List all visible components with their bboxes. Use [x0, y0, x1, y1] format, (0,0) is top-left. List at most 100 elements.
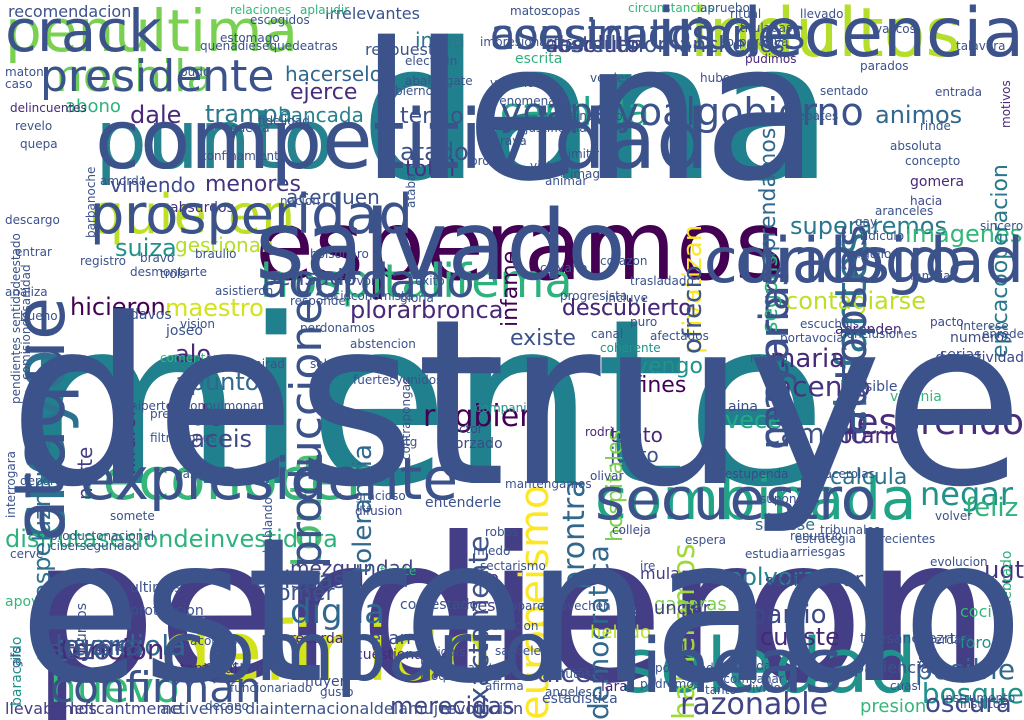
word-fuerte: fuerte — [380, 564, 417, 578]
word-maria: maria — [770, 344, 846, 374]
word-productonacional: productonacional — [50, 529, 155, 543]
word-gloria: gloria — [400, 291, 434, 305]
word-comer: comer — [265, 581, 335, 606]
word-crack: crack — [5, 0, 162, 65]
word-decano: decano — [205, 699, 249, 713]
word-electroin: electroin — [405, 54, 458, 68]
word-animar: animar — [545, 174, 588, 188]
word-amorda: amorda — [100, 174, 147, 188]
word-autopsias: autopsias — [826, 224, 877, 436]
word-asesinatos: asesinatos — [490, 10, 714, 59]
word-indecencia: indecencia — [656, 0, 1024, 73]
word-perdonamos: perdonamos — [300, 321, 375, 335]
word-ire: ire — [640, 559, 656, 573]
word-quepa: quepa — [20, 137, 58, 151]
word-escrita: escrita — [515, 51, 563, 67]
word-gomera: gomera — [910, 174, 965, 190]
word-entrar: entrar — [15, 245, 52, 259]
word-broma: broma — [470, 154, 509, 168]
word-gestionan: gestionan — [175, 233, 274, 257]
word-pasarse: pasarse — [175, 467, 223, 481]
word-socioconomista: socioconomista — [320, 289, 414, 303]
word-soledad: soledad — [620, 621, 918, 710]
word-desprendo: desprendo — [833, 402, 1024, 443]
word-apunto: apunto — [175, 368, 260, 396]
word-renuncio: renuncio — [790, 529, 843, 543]
word-recientes: recientes — [880, 532, 936, 546]
word-confinamiento: confinamiento — [200, 149, 287, 163]
word-superaremos: superaremos — [790, 212, 947, 240]
word-estudia: estudia — [745, 547, 790, 561]
word-punto: punto — [95, 93, 334, 188]
word-ajena: ajena — [340, 469, 374, 483]
word-impresionantes: impresionantes — [480, 35, 573, 49]
word-registro: registro — [80, 254, 126, 268]
word-caso: caso — [5, 77, 33, 91]
word-cacerolas: cacerolas — [818, 467, 875, 481]
word-acerquen: acerquen — [286, 185, 380, 209]
word-familia: familia — [910, 269, 951, 283]
word-acordado: acordado — [260, 254, 475, 308]
word-bravo: bravo — [140, 251, 175, 265]
word-avispas: avispas — [255, 566, 346, 594]
word-combinada: combinada — [595, 465, 917, 533]
word-telesanchezrtve: telesanchezrtve — [860, 631, 973, 647]
word-interese: interese — [960, 319, 1009, 333]
word-ritual: ritual — [730, 7, 762, 21]
word-lineas: lineas — [620, 621, 844, 710]
word-huyen: huyen — [305, 674, 349, 690]
word-guerra: guerra — [230, 121, 270, 135]
word-tribunales: tribunales — [820, 523, 881, 537]
word-saucele: saucele — [495, 644, 541, 658]
word-podremos: podremos — [640, 677, 700, 691]
word-expresidente: expresidente — [80, 445, 459, 513]
word-falsear: falsear — [795, 567, 864, 591]
word-bueno: bueno — [20, 309, 58, 323]
word-matos: matos — [510, 4, 548, 18]
word-responder: responder — [290, 294, 351, 308]
word-vascos: vascos — [875, 22, 916, 36]
word-incluye: incluye — [605, 291, 648, 305]
word-mantengamos: mantengamos — [505, 477, 592, 491]
word-filtraciones: filtraciones — [150, 431, 217, 445]
word-deporte: deporte — [20, 474, 67, 488]
word-ciberseguridad: ciberseguridad — [50, 539, 140, 553]
word-aparece: aparece — [510, 599, 559, 613]
word-quenadiesequedeatras: quenadiesequedeatras — [200, 39, 338, 53]
word-penultima: penultima — [5, 0, 299, 65]
word-fuertesyunidos: fuertesyunidos — [353, 373, 443, 387]
word-solapado: solapado — [310, 357, 365, 371]
word-aprenden: aprenden — [835, 322, 902, 338]
word-irrelevantes: irrelevantes — [325, 4, 420, 23]
word-sectarismo: sectarismo — [480, 559, 546, 573]
word-descubierto: descubierto — [562, 296, 692, 321]
word-lado: lado — [165, 399, 225, 432]
word-recomendacion: recomendacion — [8, 2, 132, 21]
word-prender: prender — [150, 407, 198, 421]
word-raya: raya — [500, 134, 527, 148]
word-posible: posible — [915, 653, 1016, 686]
word-aplaudir: aplaudir — [300, 3, 350, 17]
word-rinde: rinde — [920, 119, 951, 133]
word-arresa: arresa — [455, 596, 506, 615]
word-ponferrada: ponferrada — [655, 661, 722, 675]
word-estrenado: estrenado — [18, 495, 1024, 720]
word-revelo: revelo — [15, 119, 53, 133]
word-trols: trols — [160, 267, 187, 281]
word-braulio: braulio — [195, 247, 237, 261]
word-barrio: barrio — [750, 600, 827, 630]
word-hicieron: hicieron — [70, 293, 166, 321]
word-cambio: cambio — [765, 417, 868, 450]
word-insultos: insultos — [960, 697, 1007, 711]
word-goya: goya — [280, 662, 315, 678]
word-yoapoyoalgobierno: yoapoyoalgobierno — [500, 90, 864, 134]
word-afectados: afectados — [650, 329, 709, 343]
word-gay: gay — [855, 215, 878, 229]
word-ridiculo: ridiculo — [860, 229, 905, 243]
word-compania: compania — [475, 401, 534, 415]
word-oscura: oscura — [925, 689, 1012, 719]
word-contagiarse: contagiarse — [785, 287, 926, 315]
word-serias: serias — [940, 347, 982, 363]
word-esperamos: esperamos — [255, 190, 785, 302]
word-pacto: pacto — [930, 315, 964, 329]
